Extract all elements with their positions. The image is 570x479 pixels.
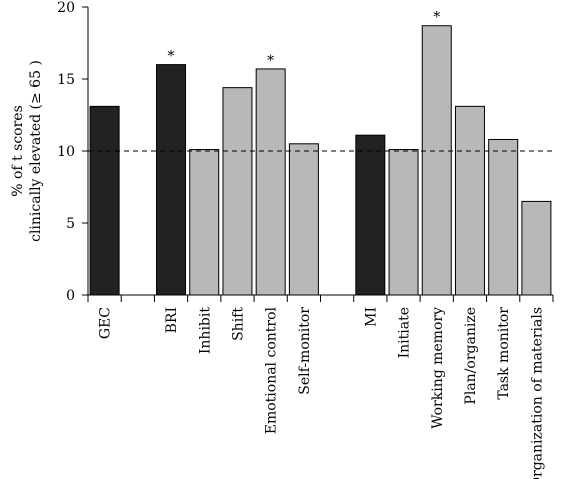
significance-marker: * — [267, 53, 274, 69]
bar-plan-organize — [454, 105, 485, 296]
significance-marker: * — [433, 10, 440, 26]
x-tick-label: Plan/organize — [463, 307, 479, 405]
x-tick-label: Organization of materials — [529, 307, 545, 479]
x-tick-label: Initiate — [397, 307, 413, 358]
y-axis-label-line: clinically elevated (≥ 65 ) — [28, 60, 44, 242]
y-axis-label-line: % of t scores — [10, 105, 26, 197]
significance-marker: * — [168, 49, 175, 65]
x-tick-label: Working memory — [430, 307, 446, 429]
x-tick-label: Task monitor — [496, 307, 512, 400]
x-tick-label: Inhibit — [197, 307, 213, 354]
bar-shift — [222, 87, 253, 296]
bar-initiate — [388, 149, 419, 296]
bar-mi — [355, 134, 386, 296]
chart-bars — [89, 25, 552, 296]
y-tick-label: 20 — [57, 0, 75, 16]
bar-bri — [156, 64, 187, 296]
bar-task-monitor — [488, 138, 519, 296]
x-tick-label: MI — [363, 307, 379, 327]
bar-gec — [89, 105, 120, 296]
bar-organization-of-materials — [521, 200, 552, 296]
chart-labels: GEC * BRI Inhibit Shift * Emotional control Sel… — [88, 10, 553, 479]
y-tick-label: 10 — [57, 144, 75, 160]
y-tick-label: 0 — [66, 288, 75, 304]
x-tick-label: Emotional control — [264, 306, 280, 434]
x-tick-label: GEC — [98, 307, 114, 339]
bar-emotional-control — [255, 68, 286, 296]
y-axis-label: % of t scores clinically elevated (≥ 65 ) — [10, 60, 44, 242]
bar-self-monitor — [288, 143, 319, 296]
bar-inhibit — [189, 149, 220, 296]
x-tick-label: Shift — [230, 307, 246, 341]
bar-working-memory — [421, 25, 452, 296]
y-tick-label: 15 — [57, 72, 75, 88]
x-tick-label: BRI — [164, 307, 180, 333]
x-tick-label: Self-monitor — [297, 307, 313, 395]
y-tick-label: 5 — [66, 216, 75, 232]
chart-axes: 0 5 10 15 20 % of t scores clinically elevated… — [10, 0, 554, 304]
